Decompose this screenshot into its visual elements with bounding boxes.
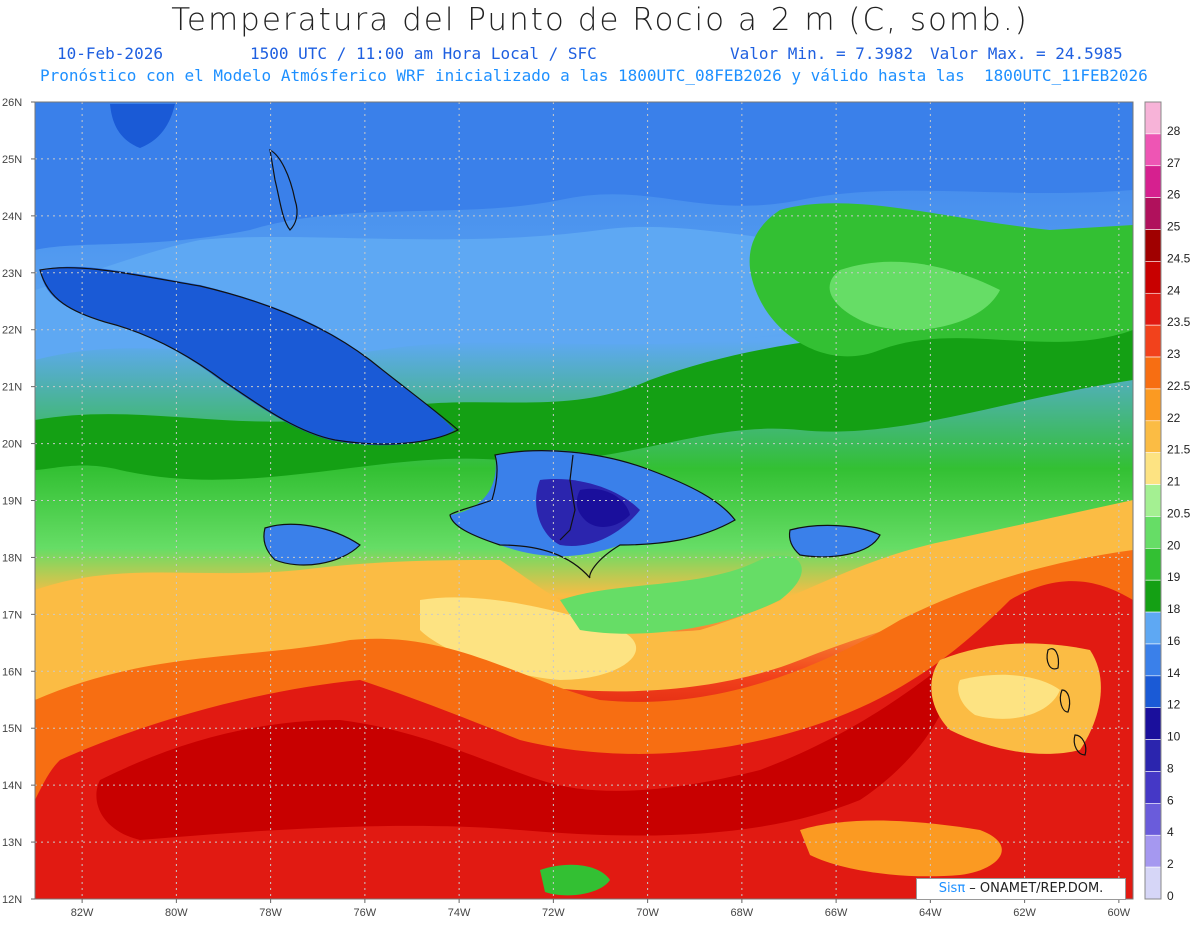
legend-swatch [1144,388,1162,422]
legend-swatch [1144,611,1162,645]
lat-tick-label: 17N [2,609,22,621]
legend-swatch [1144,133,1162,167]
legend-label: 22.5 [1167,379,1191,393]
legend-label: 4 [1167,825,1174,839]
legend-swatch [1144,739,1162,772]
legend-swatch [1144,548,1162,581]
legend-label: 14 [1167,666,1181,680]
legend-swatch [1144,866,1162,900]
legend-swatch [1144,165,1162,198]
lat-tick-label: 14N [2,780,22,792]
legend-label: 10 [1167,730,1181,744]
legend-label: 21 [1167,475,1181,489]
lat-tick-label: 20N [2,439,22,451]
sis-logo-text: Sisπ [938,881,966,896]
legend-swatch [1144,803,1162,836]
lon-tick-label: 82W [71,907,94,919]
lon-tick-label: 80W [165,907,188,919]
legend-label: 26 [1167,188,1181,202]
lat-tick-label: 15N [2,723,22,735]
legend-label: 20.5 [1167,506,1191,520]
legend-label: 24.5 [1167,251,1191,265]
min-value: Valor Min. = 7.3982 [730,44,914,63]
lon-tick-label: 78W [259,907,282,919]
legend-label: 19 [1167,570,1181,584]
lon-tick-label: 76W [354,907,377,919]
legend-swatch [1144,356,1162,390]
legend-label: 23 [1167,347,1181,361]
lon-tick-label: 68W [731,907,754,919]
legend-label: 21.5 [1167,443,1191,457]
legend-swatch [1144,484,1162,517]
legend-label: 20 [1167,538,1181,552]
legend-label: 18 [1167,602,1181,616]
legend-label: 28 [1167,124,1181,138]
lat-tick-label: 22N [2,325,22,337]
legend-label: 8 [1167,761,1174,775]
lon-tick-label: 72W [542,907,565,919]
legend-swatch [1144,292,1162,326]
legend-label: 22 [1167,411,1181,425]
legend-label: 0 [1167,889,1174,903]
coastlines [39,148,1087,756]
legend-swatch [1144,261,1162,294]
lon-tick-label: 64W [919,907,942,919]
legend-swatch [1144,771,1162,804]
legend-swatch [1144,420,1162,453]
legend-swatch [1144,229,1162,262]
legend-swatch [1144,675,1162,709]
lat-tick-label: 16N [2,666,22,678]
credit-box: Sisπ – ONAMET/REP.DOM. [916,878,1126,900]
lat-tick-label: 25N [2,154,22,166]
legend-label: 2 [1167,857,1174,871]
longitude-labels: 82W 80W 78W 76W 74W 72W 70W 68W 66W 64W 62W 60W [71,899,1131,919]
lon-tick-label: 70W [636,907,659,919]
lat-tick-label: 24N [2,211,22,223]
legend-label: 6 [1167,793,1174,807]
graticule [35,102,1133,899]
max-value: Valor Max. = 24.5985 [930,44,1123,63]
lon-tick-label: 62W [1013,907,1036,919]
legend-label: 24 [1167,283,1181,297]
lon-tick-label: 74W [448,907,471,919]
legend-swatch [1144,707,1162,740]
legend-swatch [1144,452,1162,485]
legend-swatch [1144,834,1162,868]
map-title: Temperatura del Punto de Rocio a 2 m (C,… [171,2,1029,38]
lat-tick-label: 23N [2,268,22,280]
lat-tick-label: 18N [2,552,22,564]
legend-swatch [1144,579,1162,613]
latitude-labels: 26N 25N 24N 23N 22N 21N 20N 19N 18N 17N 16N 15N 14N 1… [2,97,35,906]
lat-tick-label: 12N [2,894,22,906]
legend-swatch [1144,643,1162,677]
legend-swatch [1144,324,1162,358]
legend-label: 23.5 [1167,315,1191,329]
lon-tick-label: 60W [1108,907,1131,919]
lat-tick-label: 26N [2,97,22,109]
model-description: Pronóstico con el Modelo Atmósferico WRF… [40,66,1148,85]
legend-swatch [1144,101,1162,135]
credit-org: – ONAMET/REP.DOM. [965,881,1104,896]
legend-label: 25 [1167,220,1181,234]
lat-tick-label: 19N [2,496,22,508]
valid-date: 10-Feb-2026 [57,44,163,63]
legend-swatch [1144,516,1162,549]
legend-label: 12 [1167,698,1181,712]
legend-label: 27 [1167,156,1181,170]
shaded-field [35,102,1133,899]
valid-time: 1500 UTC / 11:00 am Hora Local / SFC [250,44,597,63]
legend-label: 16 [1167,634,1181,648]
lon-tick-label: 66W [825,907,848,919]
legend-swatch [1144,197,1162,230]
lat-tick-label: 21N [2,382,22,394]
lat-tick-label: 13N [2,837,22,849]
